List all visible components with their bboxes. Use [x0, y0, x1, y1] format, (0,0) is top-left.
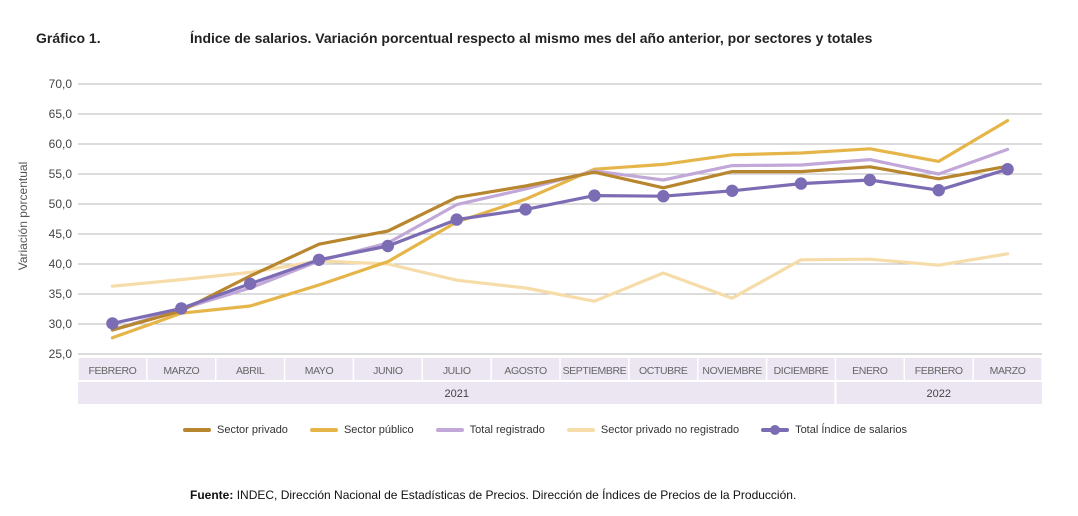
data-point — [657, 190, 670, 203]
y-tick-label: 60,0 — [49, 137, 73, 151]
y-tick-label: 50,0 — [49, 197, 73, 211]
y-tick-label: 30,0 — [49, 317, 73, 331]
legend-item: Sector privado no registrado — [566, 424, 740, 436]
x-tick-label: JUNIO — [373, 365, 403, 377]
legend-marker — [770, 425, 781, 435]
y-tick-label: 70,0 — [49, 77, 73, 91]
chart-title: Índice de salarios. Variación porcentual… — [190, 30, 873, 46]
x-tick-label: MARZO — [163, 365, 199, 377]
data-point — [175, 302, 188, 315]
year-label: 2022 — [926, 388, 950, 400]
x-tick-label: JULIO — [443, 365, 471, 377]
data-point — [932, 184, 945, 197]
source-label: Fuente: — [190, 488, 234, 502]
figure-label: Gráfico 1. — [36, 30, 101, 46]
y-tick-label: 40,0 — [49, 257, 73, 271]
series-line — [110, 167, 1010, 325]
x-tick-label: OCTUBRE — [639, 365, 688, 377]
x-tick-label: ENERO — [852, 365, 888, 377]
legend-swatch — [761, 425, 790, 435]
data-point — [794, 177, 808, 190]
x-tick-label: FEBRERO — [88, 365, 136, 377]
legend-label: Total Índice de salarios — [795, 424, 907, 436]
x-tick-label: FEBRERO — [915, 365, 963, 377]
data-point — [381, 239, 395, 253]
series-line — [110, 118, 1010, 340]
x-tick-label: DICIEMBRE — [774, 365, 829, 377]
data-point — [519, 203, 532, 216]
legend-label: Total registrado — [469, 424, 545, 436]
chart-legend: Sector privado Sector público Total regist… — [183, 424, 929, 436]
data-point — [725, 184, 739, 197]
legend-label: Sector privado no registrado — [600, 424, 740, 436]
x-tick-label: SEPTIEMBRE — [563, 365, 627, 377]
legend-item: Sector público — [309, 424, 414, 436]
y-tick-label: 65,0 — [49, 107, 73, 121]
legend-swatch — [435, 428, 464, 432]
data-point — [450, 213, 463, 226]
source-note: Fuente: INDEC, Dirección Nacional de Est… — [190, 488, 796, 502]
data-point — [1001, 163, 1014, 176]
data-point — [312, 253, 326, 266]
legend-label: Sector privado — [217, 424, 288, 436]
source-text: INDEC, Dirección Nacional de Estadística… — [236, 488, 797, 502]
y-tick-label: 35,0 — [49, 287, 73, 301]
data-point — [243, 277, 257, 290]
legend-item: Total Índice de salarios — [761, 424, 907, 436]
legend-label: Sector público — [343, 424, 414, 436]
y-tick-label: 25,0 — [49, 347, 73, 361]
data-point — [588, 189, 601, 202]
y-tick-label: 45,0 — [49, 227, 73, 241]
legend-swatch — [566, 428, 595, 432]
x-tick-label: MAYO — [305, 365, 334, 377]
year-label: 2021 — [444, 388, 468, 400]
x-tick-label: AGOSTO — [504, 365, 547, 377]
x-tick-label: MARZO — [990, 365, 1026, 377]
series-line — [110, 164, 1010, 332]
x-tick-label: NOVIEMBRE — [702, 365, 762, 377]
data-point — [106, 317, 119, 330]
legend-swatch — [309, 428, 338, 432]
year-band — [78, 382, 1042, 404]
legend-item: Total registrado — [435, 424, 545, 436]
legend-item: Sector privado — [183, 424, 288, 436]
data-point — [863, 173, 877, 187]
legend-swatch — [183, 428, 211, 432]
y-tick-label: 55,0 — [49, 167, 73, 181]
x-tick-label: ABRIL — [236, 365, 265, 377]
line-chart: 70,0 65,0 60,0 55,0 50,0 45,0 40,0 35,0 30,0 25,0… — [49, 77, 1043, 404]
